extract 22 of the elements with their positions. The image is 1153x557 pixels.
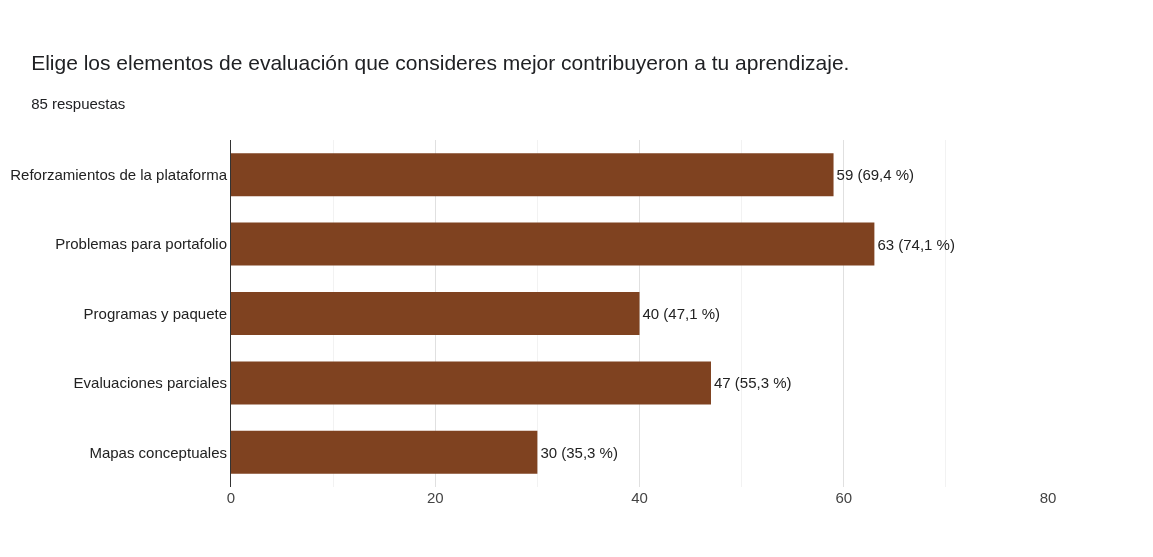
bar [231, 430, 538, 474]
y-tick-label: Reforzamientos de la plataforma [10, 165, 228, 183]
bar [231, 361, 711, 405]
y-tick-label: Mapas conceptuales [89, 443, 227, 461]
x-tick-label: 0 [226, 489, 236, 506]
y-tick-label: Evaluaciones parciales [73, 374, 227, 392]
text: 85 respuestas [31, 94, 126, 112]
data-label: 59 (69,4 %) [836, 166, 915, 184]
y-tick-label: Problemas para portafolio [55, 235, 227, 253]
x-tick-label: 80 [1039, 489, 1057, 506]
data-label: 40 (47,1 %) [642, 305, 721, 322]
x-tick-label: 20 [426, 489, 444, 506]
chart-title: Elige los elementos de evaluación que consideres mejor contribuyeron a tu aprendizaje. [31, 51, 850, 75]
bar [231, 153, 834, 197]
y-tick-label: Programas y paquete [83, 304, 227, 322]
data-label: 63 (74,1 %) [877, 235, 955, 253]
x-tick-label: 60 [835, 489, 853, 506]
bar [231, 222, 875, 266]
bar [231, 291, 640, 336]
x-tick-label: 40 [631, 489, 648, 506]
data-label: 47 (55,3 %) [713, 374, 792, 392]
data-label: 30 (35,3 %) [540, 443, 618, 461]
